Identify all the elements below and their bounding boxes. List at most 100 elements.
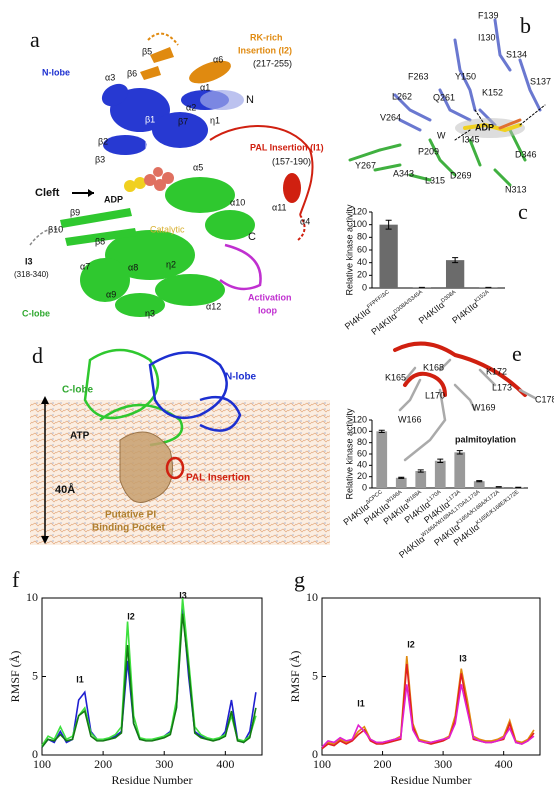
annotation: W169 <box>472 402 496 412</box>
x-tick-label: 200 <box>94 757 112 771</box>
annotation: β2 <box>98 136 108 146</box>
series-line <box>41 597 257 747</box>
annotation: α12 <box>206 301 221 311</box>
y-tick-label: 10 <box>26 590 38 604</box>
x-axis-label: Residue Number <box>112 773 193 787</box>
annotation: β3 <box>95 154 105 164</box>
category-superscript: K152A <box>474 289 491 304</box>
annotation: V264 <box>380 112 401 122</box>
annotation: ADP <box>104 194 123 204</box>
y-tick-label: 20 <box>357 270 367 280</box>
peak-label: I1 <box>76 674 84 684</box>
annotation: β10 <box>48 224 63 234</box>
y-tick-label: 120 <box>352 414 367 424</box>
annotation: W <box>437 130 446 140</box>
series-line <box>321 684 535 748</box>
bar <box>376 431 388 488</box>
bar <box>473 481 485 488</box>
category-superscript: D308A/S345A <box>393 289 424 315</box>
annotation: D346 <box>515 149 537 159</box>
error-bar <box>417 469 424 473</box>
annotation: Catalytic <box>150 224 185 234</box>
x-tick-label: 100 <box>313 757 331 771</box>
x-tick-label: 300 <box>155 757 173 771</box>
y-axis-label: RMSF (Å) <box>8 651 22 703</box>
annotation: α11 <box>272 202 287 212</box>
category-superscript: FFPFF/ΔC <box>367 290 391 311</box>
annotation: S134 <box>506 49 527 59</box>
x-tick-label: PI4KIIαK152A <box>450 289 493 326</box>
y-tick-label: 40 <box>357 460 367 470</box>
y-axis-label: Relative kinase activity <box>344 408 354 500</box>
annotation: (157-190) <box>272 156 311 166</box>
annotation: F139 <box>478 10 499 20</box>
annotation: α10 <box>230 197 245 207</box>
y-tick-label: 40 <box>357 257 367 267</box>
panel-label: f <box>12 567 20 592</box>
panel-b-structure <box>348 18 546 187</box>
annotation: β7 <box>178 116 188 126</box>
annotation: Y150 <box>455 71 476 81</box>
y-tick-label: 100 <box>352 426 367 436</box>
annotation: α9 <box>106 289 116 299</box>
panel-label: e <box>512 341 522 366</box>
annotation: I3 <box>25 256 33 266</box>
annotation: ADP <box>475 122 494 132</box>
error-bar <box>378 429 385 433</box>
series-line <box>41 613 257 748</box>
annotation: Binding Pocket <box>92 523 165 534</box>
annotation: D269 <box>450 170 472 180</box>
category-superscript: L170A <box>426 489 442 504</box>
annotation: α8 <box>128 262 138 272</box>
annotation: S137 <box>530 76 551 86</box>
error-bar <box>437 458 444 463</box>
y-tick-label: 5 <box>32 668 38 682</box>
error-bar <box>476 480 483 483</box>
annotation: Q261 <box>433 92 455 102</box>
y-tick-label: 120 <box>352 206 367 216</box>
annotation: C <box>248 231 256 243</box>
annotation: L315 <box>425 175 445 185</box>
peak-label: I1 <box>357 698 365 708</box>
annotation: RK-rich <box>250 32 283 42</box>
annotation: 40Å <box>55 483 75 496</box>
annotation: N-lobe <box>42 67 70 77</box>
bar <box>379 224 398 288</box>
annotation: C-lobe <box>22 308 50 318</box>
annotation: β8 <box>95 236 105 246</box>
series-line <box>41 605 257 748</box>
annotation: η3 <box>145 308 155 318</box>
annotation: α6 <box>213 54 223 64</box>
annotation: I130 <box>478 32 496 42</box>
annotation: K168 <box>423 362 444 372</box>
annotation: β9 <box>70 207 80 217</box>
series-line <box>321 656 535 748</box>
panel-label: g <box>294 567 305 592</box>
annotation: K172 <box>486 366 507 376</box>
annotation: PAL Insertion (I1) <box>250 142 324 152</box>
x-tick-label: 100 <box>33 757 51 771</box>
error-bar <box>452 257 459 264</box>
x-tick-label: 300 <box>434 757 452 771</box>
y-tick-label: 20 <box>357 471 367 481</box>
annotation: A343 <box>393 168 414 178</box>
y-axis-label: Relative kinase activity <box>344 204 354 296</box>
y-tick-label: 80 <box>357 437 367 447</box>
annotation: P209 <box>418 146 439 156</box>
bar <box>434 460 446 488</box>
x-tick-label: 200 <box>374 757 392 771</box>
annotation: α3 <box>105 72 115 82</box>
error-bar <box>385 219 392 230</box>
annotation: η1 <box>210 115 220 125</box>
annotation: L262 <box>392 91 412 101</box>
y-tick-label: 10 <box>306 590 318 604</box>
y-tick-label: 0 <box>362 482 367 492</box>
annotation: K152 <box>482 87 503 97</box>
annotation: β6 <box>127 68 137 78</box>
panel-e-structure <box>393 341 537 462</box>
category-name: PI4KIIα <box>450 300 480 326</box>
error-bar <box>456 450 463 455</box>
annotation: I345 <box>462 134 480 144</box>
annotation: β5 <box>142 46 152 56</box>
bar <box>415 471 427 488</box>
